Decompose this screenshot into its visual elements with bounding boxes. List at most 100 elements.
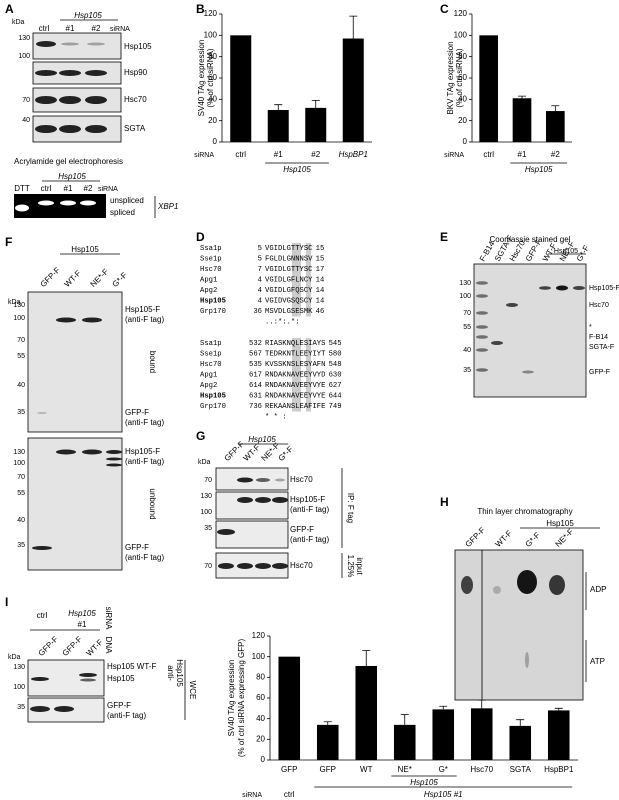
label: 100 [13, 315, 25, 322]
y-tick-label: 80 [256, 672, 265, 681]
group-label: Hsp105 [410, 778, 438, 787]
label: 14 [316, 297, 325, 305]
x-tick-label: NE* [398, 765, 412, 774]
blot [473, 263, 587, 398]
label: WCE [188, 681, 197, 700]
band [549, 575, 565, 595]
blot [27, 437, 123, 571]
label: FGLDLGNNNSV [265, 255, 313, 263]
label: 580 [329, 350, 342, 358]
label: Sse1p [200, 255, 222, 263]
band [493, 586, 501, 594]
label: 35 [17, 409, 25, 416]
label: 535 [249, 361, 262, 369]
label: Hsc70 [589, 302, 609, 309]
panel-label: D [196, 230, 205, 244]
bar [547, 710, 570, 760]
band [237, 477, 253, 483]
label: NE*-F [554, 527, 576, 549]
y-tick-label: 20 [208, 116, 217, 125]
label: DTT [14, 184, 30, 193]
error-bar [311, 100, 320, 108]
label: SGTA [124, 124, 146, 133]
bar [305, 107, 327, 142]
band [56, 317, 76, 323]
gel-band [15, 204, 29, 212]
label: siRNA [110, 26, 130, 33]
label: 130 [200, 493, 212, 500]
label: 40 [22, 117, 30, 124]
label: (anti-F tag) [125, 418, 164, 427]
x-tick-label: GFP [281, 765, 297, 774]
band [85, 70, 107, 76]
band [255, 497, 271, 503]
label: * * : [265, 413, 287, 421]
band [573, 286, 585, 290]
label: 14 [316, 276, 325, 284]
x-tick-label: Hsc70 [470, 765, 493, 774]
label: 736 [249, 403, 262, 411]
band [237, 497, 253, 503]
band [87, 42, 105, 46]
label: Hsp105-F [125, 305, 160, 314]
panel-label: E [440, 230, 448, 244]
shade [306, 243, 311, 317]
label: 5 [258, 245, 262, 253]
bar [512, 98, 532, 142]
y-axis-label: (% of ctrl siRNA) [455, 48, 464, 107]
label: Ssa1p [200, 340, 222, 348]
label: ctrl [37, 611, 48, 620]
label: Hsc70 [200, 266, 222, 274]
label: Coomassie stained gel [490, 235, 571, 244]
label: Apg2 [200, 382, 217, 390]
label: 15 [316, 245, 325, 253]
row-value: ctrl [284, 790, 295, 799]
row-label: siRNA [444, 152, 464, 159]
bar [267, 110, 289, 142]
label: siRNA [104, 607, 113, 630]
x-tick-label: #1 [274, 150, 283, 159]
label: (anti-F tag) [125, 315, 164, 324]
label: TEDRKNTLEEYIYT [265, 350, 326, 358]
label: 617 [249, 371, 262, 379]
label: 614 [249, 382, 262, 390]
blot [454, 549, 584, 701]
label: Hsp105 [124, 42, 152, 51]
label: 4 [258, 287, 262, 295]
label: SGTA-F [589, 344, 614, 351]
label: 100 [459, 293, 471, 300]
label: G*-F [111, 271, 129, 289]
label: Hsp105 [200, 297, 226, 305]
label: GFP-F [39, 265, 62, 288]
bar [393, 724, 416, 760]
label: Hsp105 [107, 674, 135, 683]
label: Apg1 [200, 371, 217, 379]
label: 1.25% [346, 555, 355, 578]
label: ATP [590, 657, 605, 666]
x-tick-label: HspBP1 [544, 765, 574, 774]
label: Hsc70 [290, 561, 313, 570]
band [35, 125, 57, 133]
band [476, 368, 488, 372]
band [59, 125, 81, 133]
label: Hsp105 [71, 245, 99, 254]
panel-label: C [440, 2, 449, 16]
band [106, 463, 122, 467]
label: 548 [329, 361, 342, 369]
label: 35 [17, 704, 25, 711]
label: VGIDLGTTYSC [265, 266, 313, 274]
blot [27, 291, 123, 433]
band [476, 311, 488, 315]
label: Grp170 [200, 308, 226, 316]
bar [316, 724, 339, 760]
label: 7 [258, 266, 262, 274]
band [556, 285, 568, 291]
label: 35 [463, 367, 471, 374]
y-axis-label: (% of ctrl siRNA) [206, 48, 215, 107]
label: Hsp105 [248, 435, 276, 444]
label: 70 [22, 97, 30, 104]
shade [306, 338, 311, 412]
bar [278, 656, 301, 760]
label: ctrl [39, 24, 50, 33]
label: 545 [329, 340, 342, 348]
